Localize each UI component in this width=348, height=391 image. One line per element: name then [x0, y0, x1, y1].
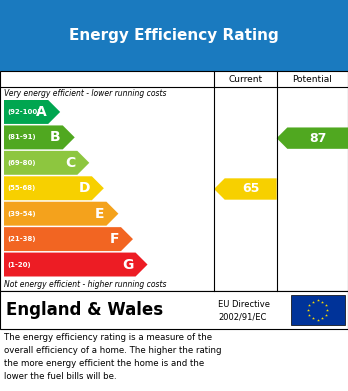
Text: Energy Efficiency Rating: Energy Efficiency Rating — [69, 28, 279, 43]
Text: F: F — [110, 232, 119, 246]
Text: B: B — [50, 130, 61, 144]
Polygon shape — [4, 202, 118, 226]
Bar — [0, 291, 348, 329]
Text: (69-80): (69-80) — [7, 160, 35, 166]
Text: E: E — [95, 207, 104, 221]
Text: 2002/91/EC: 2002/91/EC — [218, 312, 267, 321]
Bar — [291, 295, 345, 325]
Text: (39-54): (39-54) — [7, 211, 35, 217]
Polygon shape — [277, 127, 348, 149]
Text: (1-20): (1-20) — [7, 262, 31, 267]
Text: Potential: Potential — [292, 75, 332, 84]
Text: C: C — [65, 156, 75, 170]
Text: (81-91): (81-91) — [7, 135, 35, 140]
Polygon shape — [214, 178, 277, 200]
Text: Not energy efficient - higher running costs: Not energy efficient - higher running co… — [4, 280, 166, 289]
Text: G: G — [122, 258, 134, 271]
Text: EU Directive: EU Directive — [218, 300, 270, 309]
Bar — [0, 71, 348, 291]
Text: Current: Current — [228, 75, 262, 84]
Text: (55-68): (55-68) — [7, 185, 35, 191]
Text: 87: 87 — [309, 132, 326, 145]
Text: (21-38): (21-38) — [7, 236, 35, 242]
Text: (92-100): (92-100) — [7, 109, 40, 115]
Polygon shape — [4, 151, 89, 175]
Polygon shape — [4, 100, 60, 124]
Bar — [0, 0, 348, 71]
Text: England & Wales: England & Wales — [6, 301, 163, 319]
Polygon shape — [4, 176, 104, 200]
Text: A: A — [35, 105, 46, 119]
Text: The energy efficiency rating is a measure of the
overall efficiency of a home. T: The energy efficiency rating is a measur… — [4, 333, 221, 380]
Polygon shape — [4, 126, 75, 149]
Polygon shape — [4, 253, 148, 276]
Polygon shape — [4, 227, 133, 251]
Text: 65: 65 — [242, 183, 259, 196]
Text: D: D — [78, 181, 90, 195]
Text: Very energy efficient - lower running costs: Very energy efficient - lower running co… — [4, 89, 166, 98]
